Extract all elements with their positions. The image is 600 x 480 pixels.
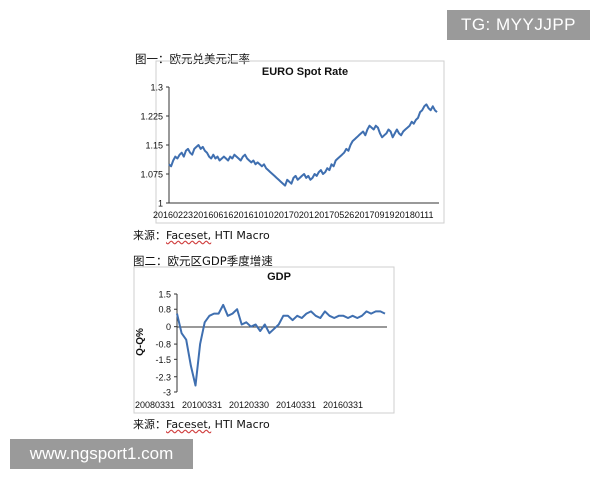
chart-frame [155, 60, 445, 224]
euro-spot-rate-chart: EURO Spot Rate 1 1.075 1.15 1.225 1.3 201602… [140, 60, 445, 224]
figure2-source: 来源：Faceset, HTI Macro [133, 416, 270, 432]
chart-title: EURO Spot Rate [262, 66, 348, 78]
source-suffix: HTI Macro [211, 229, 270, 242]
x-tick-label: 20170201 [274, 210, 314, 220]
figure1-source: 来源：Faceset, HTI Macro [133, 227, 270, 243]
series-line [168, 103, 438, 187]
x-tick-label: 20161010 [234, 210, 274, 220]
x-tick-label: 20120330 [229, 400, 269, 410]
source-prefix: 来源： [133, 418, 166, 431]
x-tick-label: 20160223 [153, 210, 193, 220]
gdp-chart: GDP Q-Q% 1.5 0.8 0 -0.8 -1.5 -2.3 -3 20080331 2… [133, 266, 395, 414]
y-tick-label: 1.075 [140, 170, 163, 180]
y-tick-label: 1.15 [145, 141, 163, 151]
figure1-caption: 图一：欧元兑美元汇率 [135, 52, 250, 66]
watermark-bottom-left: www.ngsport1.com [10, 439, 193, 469]
x-tick-label: 20160616 [193, 210, 233, 220]
x-tick-label: 20170919 [355, 210, 395, 220]
source-name: Faceset, [166, 229, 212, 242]
y-tick-label: 0.8 [158, 305, 171, 315]
x-tick-label: 20140331 [276, 400, 316, 410]
series-line [176, 303, 386, 387]
watermark-top-right: TG: MYYJJPP [447, 10, 590, 40]
y-tick-label: -3 [163, 388, 171, 398]
x-tick-label: 20080331 [135, 400, 175, 410]
y-tick-label: 1.3 [150, 83, 163, 93]
figure2-caption: 图二：欧元区GDP季度增速 [133, 254, 273, 268]
source-prefix: 来源： [133, 229, 166, 242]
source-name: Faceset, [166, 418, 212, 431]
y-tick-label: -2.3 [155, 372, 171, 382]
x-tick-label: 20160331 [323, 400, 363, 410]
y-tick-label: 0 [166, 322, 171, 332]
x-tick-label: 20180111 [395, 210, 434, 220]
y-tick-label: -0.8 [155, 340, 171, 350]
x-tick-label: 20100331 [182, 400, 222, 410]
x-tick-label: 20170526 [314, 210, 354, 220]
y-tick-label: 1 [158, 199, 163, 209]
y-tick-label: 1.5 [158, 290, 171, 300]
y-axis-label: Q-Q% [135, 328, 146, 356]
y-tick-label: -1.5 [155, 355, 171, 365]
source-suffix: HTI Macro [211, 418, 270, 431]
chart-title: GDP [267, 271, 291, 283]
chart-frame [133, 266, 395, 414]
y-tick-label: 1.225 [140, 112, 163, 122]
